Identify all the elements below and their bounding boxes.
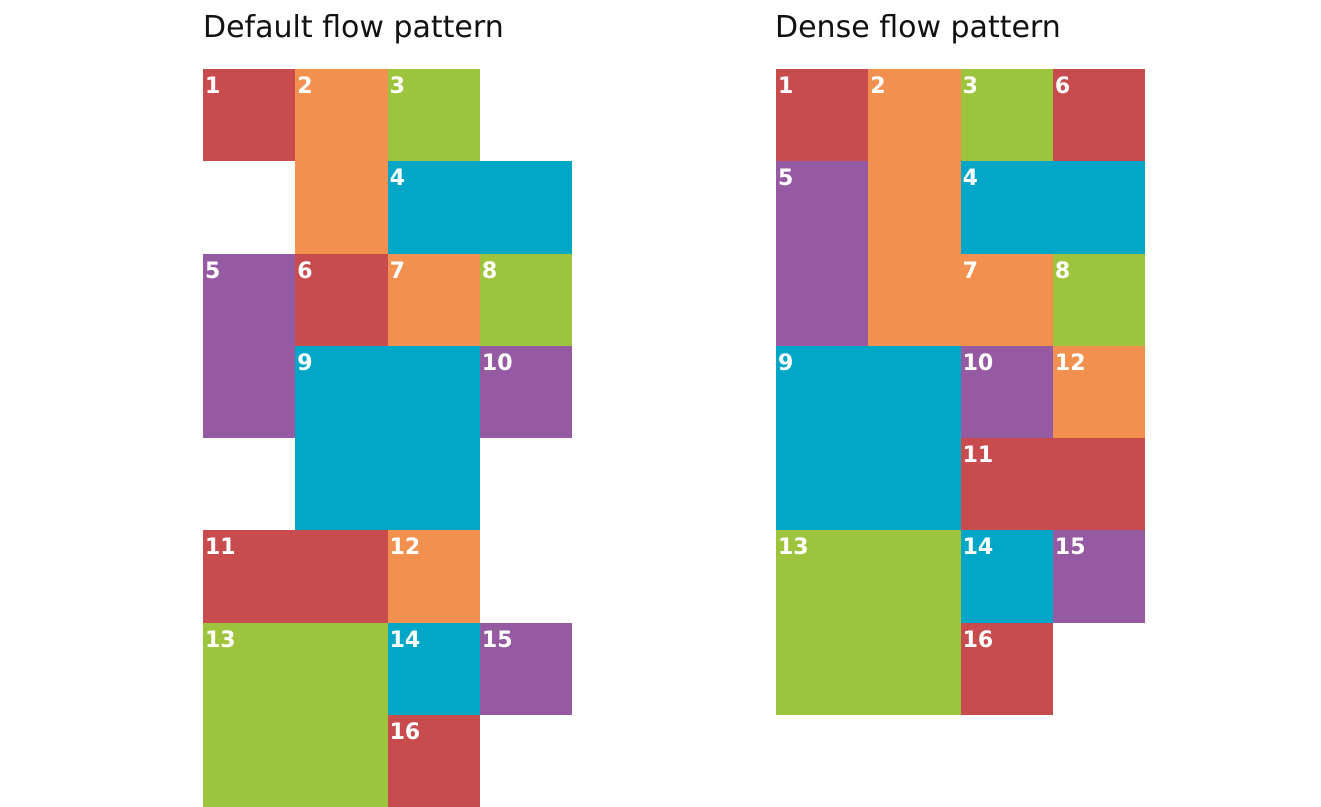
default-grid-item-16: 16 <box>387 715 480 807</box>
grid-item-number: 8 <box>481 258 498 284</box>
grid-item-number: 16 <box>389 720 421 746</box>
dense-grid-item-6: 6 <box>1052 69 1146 162</box>
grid-item-number: 3 <box>389 74 405 99</box>
grid-item-number: 6 <box>297 258 313 284</box>
default-grid-item-6: 6 <box>295 253 388 346</box>
dense-grid-item-7: 7 <box>960 253 1053 346</box>
grid-item-number: 10 <box>962 350 994 376</box>
default-grid-item-9: 9 <box>295 345 480 531</box>
default-grid-item-1: 1 <box>203 69 296 162</box>
grid-item-number: 16 <box>962 627 994 653</box>
dense-grid-item-12: 12 <box>1052 345 1146 439</box>
dense-flow-grid: 1 2 3 4 5 6 7 8 9 10 11 12 13 14 15 16 <box>776 69 1146 716</box>
default-flow-grid: 1 2 3 4 5 6 7 8 9 10 11 12 13 14 15 16 <box>203 69 573 807</box>
grid-item-number: 4 <box>389 166 405 192</box>
default-grid-item-14: 14 <box>387 622 480 716</box>
default-grid-item-12: 12 <box>387 530 480 623</box>
grid-item-number: 2 <box>870 74 886 99</box>
grid-item-number: 1 <box>778 74 794 99</box>
grid-item-number: 7 <box>389 258 405 284</box>
default-grid-item-11: 11 <box>203 530 388 623</box>
grid-item-number: 7 <box>962 258 978 284</box>
default-grid-item-7: 7 <box>387 253 480 346</box>
default-grid-item-2: 2 <box>295 69 388 254</box>
dense-grid-item-13: 13 <box>776 530 961 716</box>
grid-item-number: 11 <box>205 535 236 561</box>
default-grid-item-13: 13 <box>203 622 388 807</box>
default-grid-item-4: 4 <box>387 161 573 254</box>
grid-item-number: 6 <box>1054 74 1071 99</box>
dense-grid-item-14: 14 <box>960 530 1053 623</box>
grid-item-number: 11 <box>962 443 994 469</box>
grid-item-number: 12 <box>1054 350 1086 376</box>
grid-item-number: 5 <box>205 258 221 284</box>
dense-grid-item-5: 5 <box>776 161 869 346</box>
default-flow-title: Default flow pattern <box>203 10 504 45</box>
grid-item-number: 10 <box>481 350 513 376</box>
default-grid-item-5: 5 <box>203 253 296 439</box>
dense-grid-item-10: 10 <box>960 345 1053 439</box>
grid-item-number: 9 <box>778 350 794 376</box>
dense-grid-item-8: 8 <box>1052 253 1146 346</box>
dense-grid-item-2: 2 <box>868 69 961 346</box>
default-grid-item-10: 10 <box>479 345 573 439</box>
dense-grid-item-9: 9 <box>776 345 961 531</box>
dense-grid-item-16: 16 <box>960 622 1053 716</box>
grid-item-number: 12 <box>389 535 421 561</box>
grid-item-number: 2 <box>297 74 313 99</box>
dense-grid-item-3: 3 <box>960 69 1053 162</box>
default-grid-item-8: 8 <box>479 253 573 346</box>
dense-flow-title: Dense flow pattern <box>775 10 1061 45</box>
grid-item-number: 14 <box>962 535 994 561</box>
grid-item-number: 8 <box>1054 258 1071 284</box>
default-grid-item-3: 3 <box>387 69 480 162</box>
grid-item-number: 4 <box>962 166 978 192</box>
grid-item-number: 14 <box>389 627 421 653</box>
grid-item-number: 15 <box>1054 535 1086 561</box>
grid-item-number: 9 <box>297 350 313 376</box>
default-grid-item-15: 15 <box>479 622 573 716</box>
dense-grid-item-1: 1 <box>776 69 869 162</box>
grid-item-number: 13 <box>205 627 236 653</box>
grid-item-number: 3 <box>962 74 978 99</box>
grid-item-number: 13 <box>778 535 809 561</box>
grid-item-number: 5 <box>778 166 794 192</box>
dense-grid-item-4: 4 <box>960 161 1146 254</box>
dense-grid-item-11: 11 <box>960 438 1146 531</box>
grid-item-number: 1 <box>205 74 221 99</box>
grid-item-number: 15 <box>481 627 513 653</box>
dense-grid-item-15: 15 <box>1052 530 1146 623</box>
